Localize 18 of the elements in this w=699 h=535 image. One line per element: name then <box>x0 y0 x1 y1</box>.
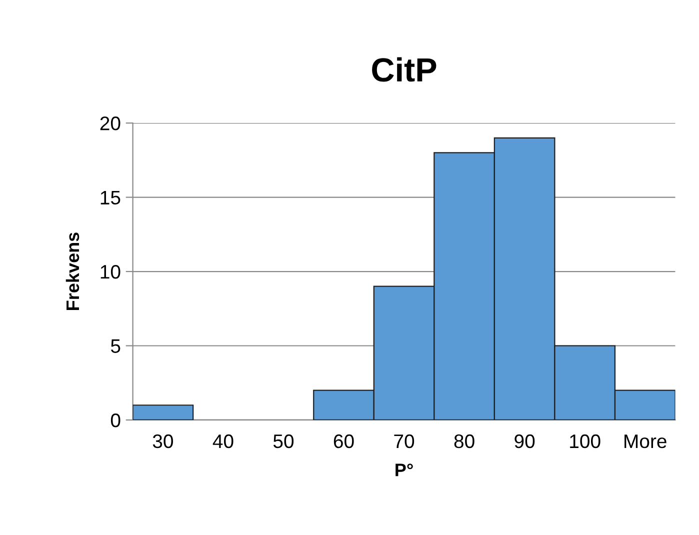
x-tick-label: 90 <box>514 434 535 448</box>
x-tick-label: 80 <box>454 434 474 448</box>
y-tick-label: 10 <box>100 264 120 279</box>
x-tick-label: 30 <box>152 434 173 448</box>
x-tick-label: 70 <box>394 434 414 448</box>
chart-title: CitP <box>372 57 436 82</box>
y-tick-label: 5 <box>110 339 120 353</box>
x-tick-label: More <box>624 434 666 448</box>
y-tick-label: 0 <box>110 413 120 428</box>
x-tick-label: 60 <box>334 434 354 448</box>
x-tick-label: 50 <box>273 434 294 448</box>
y-tick-label: 15 <box>100 190 120 205</box>
y-tick-label: 20 <box>100 116 120 130</box>
y-axis-title: Frekvens <box>66 232 80 310</box>
bar <box>132 404 194 420</box>
x-axis-title: P° <box>396 464 413 476</box>
x-tick-label: 100 <box>570 434 600 448</box>
x-tick-label: 40 <box>212 434 234 448</box>
